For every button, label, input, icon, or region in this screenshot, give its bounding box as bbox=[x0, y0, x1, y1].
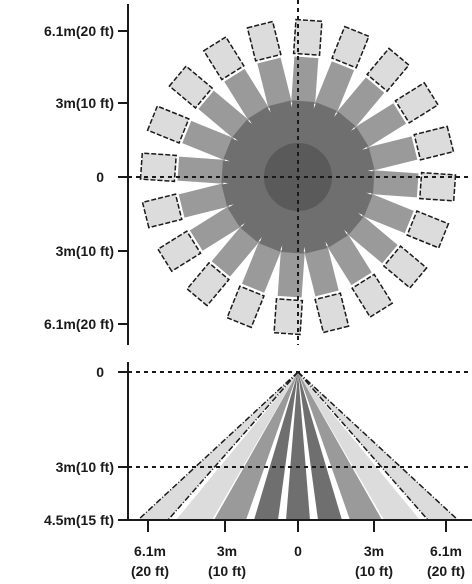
outer-detection-lobe bbox=[202, 35, 245, 81]
inner-detection-lobe bbox=[308, 111, 356, 162]
middle-detection-lobe bbox=[354, 103, 407, 148]
side-view-xlabel-5-metric: 6.1m bbox=[430, 543, 462, 559]
outer-detection-lobe bbox=[351, 273, 394, 319]
outer-detection-lobe bbox=[314, 292, 350, 334]
outer-detection-lobe bbox=[226, 285, 265, 329]
top-view: 6.1m(20 ft) 3m(10 ft) 0 3m(10 ft) 6.1m(2… bbox=[44, 0, 472, 345]
middle-detection-lobe bbox=[177, 156, 226, 184]
inner-detection-lobe bbox=[313, 187, 364, 235]
side-view: 0 3m(10 ft) 4.5m(15 ft) 6.1m (20 ft) 3m … bbox=[44, 362, 472, 579]
side-view-xlabel-2-metric: 3m bbox=[217, 543, 237, 559]
side-view-label-top: 0 bbox=[96, 364, 104, 380]
outer-detection-lobe bbox=[186, 261, 230, 307]
beam-edge-line bbox=[137, 371, 299, 521]
middle-detection-lobe bbox=[182, 120, 234, 161]
side-view-xlabel-5-imperial: (20 ft) bbox=[427, 563, 465, 579]
inner-detection-lobe bbox=[259, 200, 297, 252]
outer-detection-lobe bbox=[139, 152, 178, 183]
right-middle-beam bbox=[298, 372, 382, 520]
side-view-xlabel-3-metric: 0 bbox=[294, 543, 302, 559]
side-view-fans bbox=[137, 371, 459, 521]
middle-detection-lobe bbox=[198, 90, 250, 139]
top-view-lobes bbox=[139, 18, 457, 336]
middle-detection-lobe bbox=[189, 206, 242, 251]
middle-detection-lobe bbox=[257, 57, 292, 109]
outer-detection-lobe bbox=[273, 297, 304, 336]
top-view-label-lower-near: 3m(10 ft) bbox=[56, 243, 114, 259]
side-view-xlabel-1-imperial: (20 ft) bbox=[131, 563, 169, 579]
outer-detection-lobe bbox=[418, 171, 457, 202]
right-outer-beam bbox=[298, 372, 420, 520]
middle-detection-lobe bbox=[370, 170, 419, 198]
middle-detection-lobe bbox=[178, 183, 230, 218]
inner-detection-lobe bbox=[240, 192, 288, 243]
middle-detection-lobe bbox=[366, 136, 418, 171]
inner-detection-lobe bbox=[232, 119, 283, 167]
center-beam bbox=[286, 372, 310, 520]
inner-detection-lobe bbox=[321, 178, 373, 216]
outer-detection-lobe bbox=[292, 18, 323, 57]
side-view-label-bottom: 4.5m(15 ft) bbox=[44, 512, 114, 528]
middle-detection-lobe bbox=[277, 249, 305, 298]
left-outer-beam bbox=[176, 372, 298, 520]
side-view-xlabel-1-metric: 6.1m bbox=[134, 543, 166, 559]
outer-detection-lobe bbox=[156, 230, 202, 273]
far-left-beam bbox=[138, 372, 298, 520]
side-view-xlabel-4-imperial: (10 ft) bbox=[355, 563, 393, 579]
middle-detection-lobe bbox=[291, 56, 319, 105]
top-view-label-upper-far: 6.1m(20 ft) bbox=[44, 23, 114, 39]
outer-detection-lobe bbox=[168, 65, 214, 109]
top-view-label-origin: 0 bbox=[96, 169, 104, 185]
side-view-label-mid: 3m(10 ft) bbox=[56, 459, 114, 475]
outer-detection-lobe bbox=[413, 125, 455, 161]
middle-detection-lobe bbox=[327, 233, 372, 286]
far-right-beam bbox=[298, 372, 458, 520]
outer-detection-lobe bbox=[382, 245, 428, 289]
middle-detection-lobe bbox=[211, 225, 260, 277]
outer-detection-lobe bbox=[141, 193, 183, 229]
beam-edge-line bbox=[297, 371, 459, 521]
inner-detection-lobe bbox=[299, 102, 337, 154]
left-inner-beam bbox=[254, 372, 298, 520]
middle-detection-lobe bbox=[362, 193, 414, 234]
left-middle-beam bbox=[214, 372, 298, 520]
side-view-xlabel-4-metric: 3m bbox=[364, 543, 384, 559]
outer-detection-lobe bbox=[394, 81, 440, 124]
outer-detection-lobe bbox=[146, 105, 190, 144]
outer-detection-lobe bbox=[246, 20, 282, 62]
middle-detection-lobe bbox=[346, 215, 398, 264]
top-view-label-lower-far: 6.1m(20 ft) bbox=[44, 316, 114, 332]
outer-detection-lobe bbox=[331, 25, 370, 69]
side-view-xlabel-2-imperial: (10 ft) bbox=[208, 563, 246, 579]
middle-detection-lobe bbox=[314, 61, 355, 113]
middle-detection-lobe bbox=[336, 77, 385, 129]
middle-detection-lobe bbox=[241, 241, 282, 293]
outer-detection-lobe bbox=[366, 47, 410, 93]
inner-detection-lobe bbox=[268, 100, 302, 151]
middle-detection-lobe bbox=[304, 245, 339, 297]
right-inner-beam bbox=[298, 372, 342, 520]
outer-detection-lobe bbox=[406, 210, 450, 249]
top-view-label-upper-near: 3m(10 ft) bbox=[56, 95, 114, 111]
middle-detection-lobe bbox=[224, 68, 269, 121]
inner-detection-lobe bbox=[223, 138, 275, 176]
